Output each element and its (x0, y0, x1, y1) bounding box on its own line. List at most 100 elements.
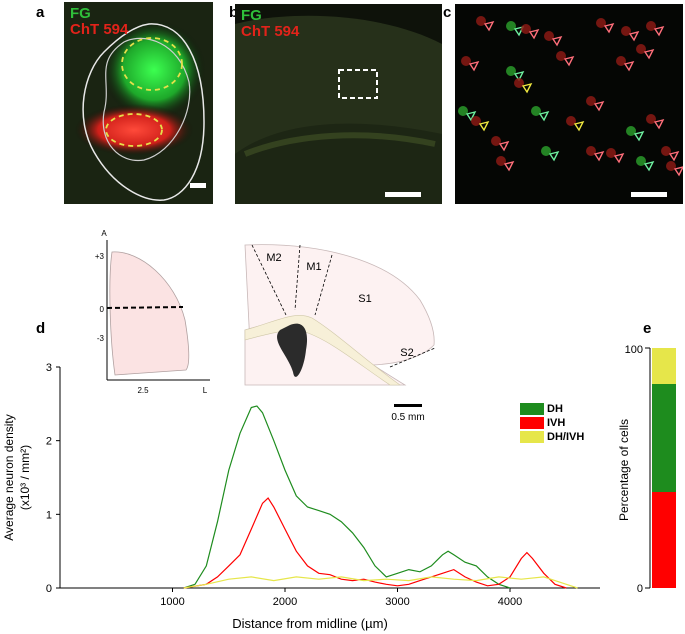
micrograph-a: FG ChT 594 (64, 2, 213, 204)
legend-item-ivh: IVH (520, 416, 584, 430)
map-axis-l: L (203, 386, 208, 395)
x-tick-label: 2000 (273, 596, 297, 608)
chart-y-label-line2: (x10³ / mm²) (18, 445, 32, 510)
cell-arrowhead (478, 120, 490, 132)
legend-swatch-dh-ivh (520, 431, 544, 443)
cell-body (606, 148, 616, 158)
cell-arrowhead (623, 60, 635, 72)
map-x-tick: 2.5 (137, 386, 149, 395)
cell-body (626, 126, 636, 136)
scale-bar-b (385, 192, 421, 197)
cell-body (476, 16, 486, 26)
region-s2: S2 (400, 347, 413, 359)
stain-label-cht-b: ChT 594 (241, 23, 300, 40)
y-tick-label: 2 (46, 436, 52, 448)
cell-body (541, 146, 551, 156)
y-tick-label: 0 (46, 583, 52, 595)
legend-label-dh: DH (547, 403, 563, 415)
cell-body (496, 156, 506, 166)
cell-body (491, 136, 501, 146)
bar-y-label: Percentage of cells (617, 419, 631, 521)
cell-arrowhead (603, 22, 615, 34)
cell-arrowhead (468, 60, 480, 72)
bar-y-tick-100: 100 (625, 344, 643, 356)
cell-body (461, 56, 471, 66)
micrograph-c-drawing (455, 4, 683, 204)
series-line-dh (183, 405, 511, 589)
cell-arrowhead (548, 150, 560, 162)
stain-label-fg: FG (70, 5, 91, 22)
scale-bar-a (190, 183, 206, 188)
bar-segment-dh (652, 384, 676, 492)
cell-arrowhead (643, 48, 655, 60)
panel-label-e: e (643, 320, 652, 337)
x-tick-label: 1000 (160, 596, 184, 608)
bar-segment-ivh (652, 492, 676, 588)
cell-arrowhead (513, 70, 525, 82)
series-line-dh-ivh (183, 576, 578, 589)
cell-body (646, 114, 656, 124)
cell-body (596, 18, 606, 28)
cell-arrowhead (465, 110, 477, 122)
stain-label-fg-b: FG (241, 7, 262, 24)
cell-arrowhead (673, 166, 683, 177)
cell-body (616, 56, 626, 66)
cell-body (566, 116, 576, 126)
cell-body (514, 78, 524, 88)
cell-arrowhead (483, 20, 495, 32)
cell-arrowhead (613, 152, 625, 164)
legend-swatch-dh (520, 403, 544, 415)
cell-body (506, 66, 516, 76)
x-tick-label: 4000 (498, 596, 522, 608)
y-tick-label: 3 (46, 362, 52, 374)
micrograph-a-drawing (64, 2, 213, 204)
cell-body (586, 146, 596, 156)
cell-arrowhead (563, 55, 575, 67)
legend-label-ivh: IVH (547, 417, 566, 429)
chart-y-label-line1: Average neuron density (2, 414, 16, 541)
lateral-ventricle (277, 323, 308, 377)
inset-box (338, 69, 378, 99)
cell-body (666, 161, 676, 171)
cortex-map-outline (109, 251, 190, 376)
legend-swatch-ivh (520, 417, 544, 429)
map-y-tick-0: +3 (95, 252, 105, 261)
y-tick-label: 1 (46, 509, 52, 521)
cell-body (621, 26, 631, 36)
legend-item-dh: DH (520, 402, 584, 416)
cell-body (458, 106, 468, 116)
cell-body (646, 21, 656, 31)
cell-body (636, 44, 646, 54)
bar-y-tick-0: 0 (637, 583, 643, 595)
region-m1: M1 (306, 261, 321, 273)
cell-arrowhead (653, 118, 665, 130)
cell-arrowhead (503, 160, 515, 172)
cell-body (661, 146, 671, 156)
bar-segment-dh-ivh (652, 348, 676, 384)
panel-label-a: a (36, 4, 45, 21)
cell-arrowhead (633, 130, 645, 142)
cell-arrowhead (643, 160, 655, 172)
x-tick-label: 3000 (385, 596, 409, 608)
cell-body (471, 116, 481, 126)
map-axis-a: A (101, 229, 107, 238)
chart-x-label: Distance from midline (µm) (232, 616, 388, 631)
legend-item-dh-ivh: DH/IVH (520, 430, 584, 444)
stain-label-cht: ChT 594 (70, 21, 129, 38)
cell-body (544, 31, 554, 41)
cht-injection-site (74, 104, 194, 156)
cell-arrowhead (498, 140, 510, 152)
panel-label-d: d (36, 320, 46, 337)
cell-arrowhead (528, 28, 540, 40)
cell-body (506, 21, 516, 31)
cell-arrowhead (551, 35, 563, 47)
cell-arrowhead (593, 150, 605, 162)
cell-body (531, 106, 541, 116)
map-y-tick-1: 0 (100, 305, 105, 314)
brain-schematics: A L +3 0 -3 2.5 M2 M1 S1 S2 0.5 mm (95, 229, 436, 420)
micrograph-b: FG ChT 594 (235, 4, 442, 204)
fg-injection-site (102, 20, 206, 120)
density-line-chart: 0 1 2 3 1000 2000 3000 4000 Distance from midli… (2, 362, 600, 631)
panel-label-c: c (443, 4, 452, 21)
scale-bar-c (631, 192, 667, 197)
